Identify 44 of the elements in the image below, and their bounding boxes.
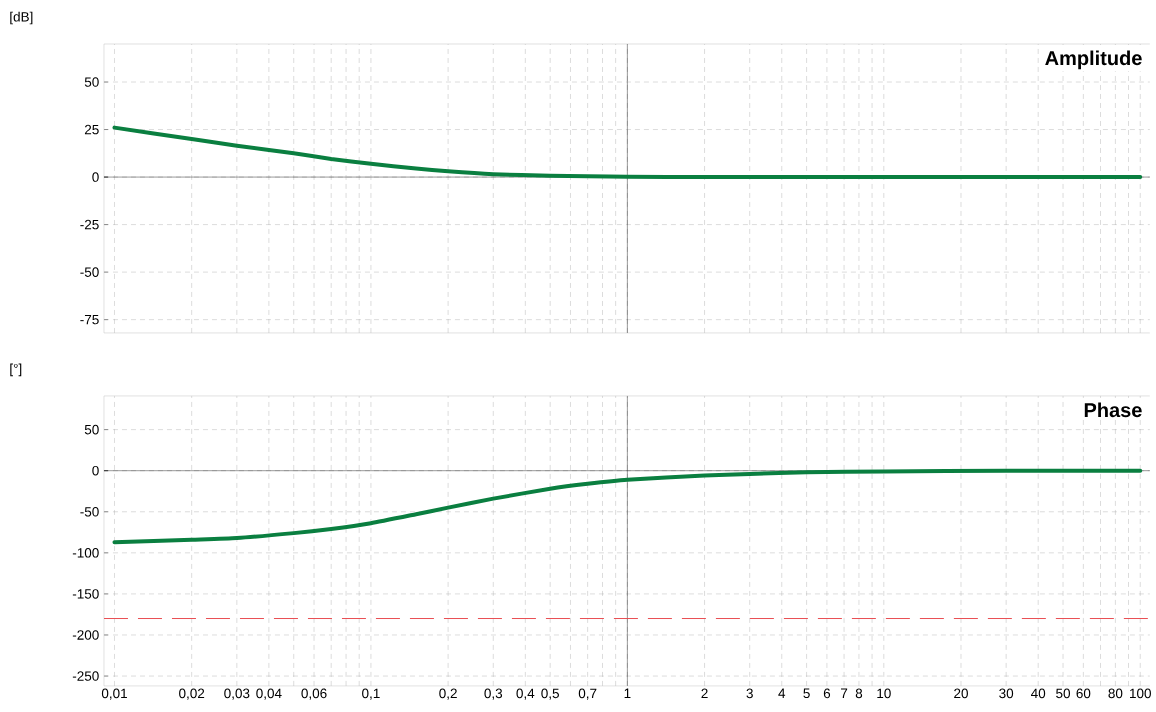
x-tick-label: 0,03 [224,688,250,700]
x-tick-label: 0,04 [256,688,282,700]
x-tick-label: 50 [1056,688,1071,699]
chart-title: Amplitude [1045,50,1142,70]
x-tick-label: 100 [1130,688,1151,699]
x-tick-label: 4 [778,688,786,698]
y-tick-label: -50 [80,507,99,517]
y-axis-title: [dB] [10,11,33,25]
x-tick-label: 80 [1108,688,1123,699]
x-tick-label: 0,2 [439,688,457,700]
y-tick-label: 50 [84,424,99,435]
y-tick-label: 0 [92,465,99,476]
x-tick-label: 8 [855,688,863,699]
chart-title: Phase [1084,402,1142,418]
x-tick-label: 3 [746,688,753,699]
x-tick-label: 0,3 [484,688,503,700]
x-tick-label: 2 [701,688,708,699]
x-tick-label: 0,06 [301,688,327,700]
x-tick-label: 7 [841,688,848,698]
x-tick-label: 0,1 [362,688,380,700]
x-tick-label: 60 [1076,688,1091,699]
x-tick-label: 30 [999,688,1014,699]
y-tick-label: -150 [72,589,99,599]
x-tick-label: 0,4 [516,688,535,700]
x-tick-label: 20 [954,688,968,699]
x-tick-label: 0,01 [101,688,127,700]
y-tick-label: -100 [72,548,99,558]
y-tick-label: -25 [80,219,99,230]
y-tick-label: 50 [84,77,99,87]
x-tick-label: 5 [803,688,810,699]
y-tick-label: 25 [84,124,99,135]
x-tick-label: 40 [1031,688,1046,699]
y-tick-label: -250 [72,671,99,681]
x-tick-label: 0,5 [541,688,559,700]
x-tick-label: 0,7 [578,688,597,700]
y-tick-label: -75 [80,314,99,325]
y-tick-label: -50 [80,267,99,277]
y-axis-title: [°] [10,363,22,377]
x-tick-label: 6 [823,688,831,699]
x-tick-label: 10 [877,688,891,699]
x-tick-label: 1 [624,688,631,698]
x-tick-label: 0,02 [179,688,205,700]
y-tick-label: -200 [72,630,99,640]
y-tick-label: 0 [92,172,99,182]
